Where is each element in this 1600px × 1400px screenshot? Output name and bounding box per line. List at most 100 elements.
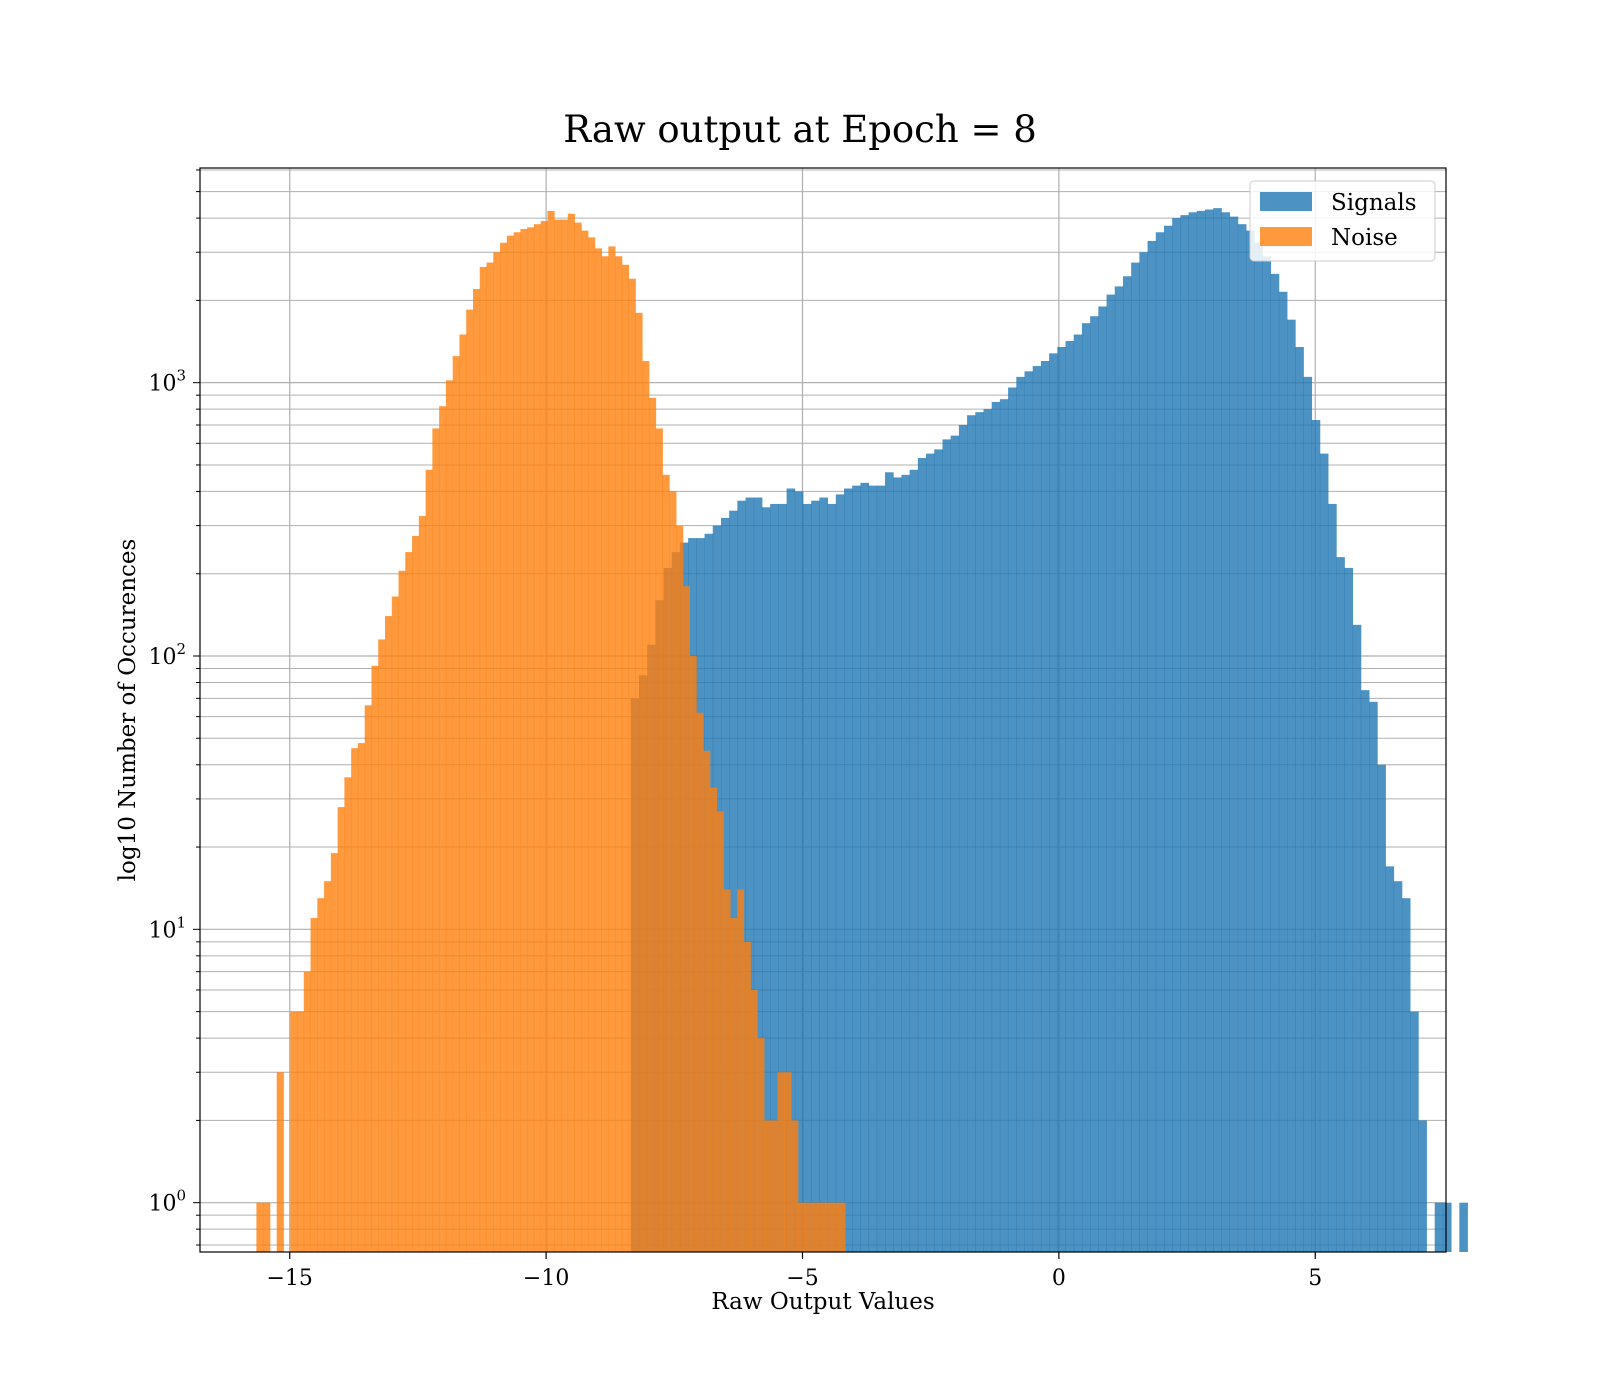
histogram-bar (500, 242, 508, 1253)
histogram-bar (844, 488, 853, 1253)
histogram-bar (818, 1202, 826, 1252)
histogram-bar (950, 435, 960, 1252)
histogram-bar (885, 472, 894, 1253)
y-tick-label: 101 (148, 913, 186, 943)
histogram-bar (1049, 353, 1058, 1252)
histogram-bar (770, 1120, 778, 1252)
histogram-bar (797, 1202, 806, 1252)
histogram-bar (364, 705, 372, 1252)
histogram-bar (445, 380, 454, 1253)
histogram-bar (794, 491, 804, 1252)
histogram-bar (472, 289, 481, 1252)
histogram-bar (1032, 366, 1042, 1252)
legend-swatch-signals (1260, 192, 1312, 211)
histogram-bar (750, 989, 758, 1252)
histogram-bar (357, 743, 366, 1252)
histogram-bar (819, 497, 829, 1252)
histogram-bar (608, 246, 616, 1253)
histogram-bar (764, 1120, 772, 1252)
histogram-bar (574, 222, 582, 1252)
histogram-bar (730, 918, 738, 1252)
histogram-bar (1442, 1202, 1452, 1252)
histogram-bar (1073, 334, 1083, 1252)
histogram-bar (1377, 764, 1386, 1252)
histogram-bar (560, 219, 569, 1252)
histogram-bar (1114, 286, 1124, 1252)
histogram-bar (824, 1202, 833, 1252)
histogram-bar (942, 439, 952, 1253)
histogram-bar (791, 1120, 799, 1252)
histogram-bar (540, 221, 548, 1252)
histogram-bar (344, 777, 352, 1252)
histogram-bar (310, 918, 318, 1252)
plot-frame (199, 167, 1447, 1253)
histogram-bar (324, 881, 332, 1252)
histogram-bar (811, 500, 820, 1252)
histogram-bar (648, 397, 657, 1253)
histogram-bar (303, 971, 311, 1252)
histogram-bar (1311, 420, 1321, 1252)
x-tick-label: −15 (267, 1266, 313, 1291)
histogram-bar (452, 356, 460, 1253)
histogram-bar (1016, 376, 1025, 1252)
histogram-bar (439, 406, 447, 1252)
histogram-bar (1098, 306, 1107, 1252)
histogram-bar (581, 230, 589, 1252)
histogram-bar (432, 428, 440, 1253)
histogram-bar (371, 665, 379, 1252)
y-tick-label: 103 (148, 367, 186, 397)
histogram-bar (999, 399, 1009, 1253)
histogram-bar (1336, 557, 1345, 1252)
histogram-bar (1459, 1202, 1468, 1252)
histogram-bar (757, 1038, 765, 1252)
histogram-bar (1410, 1011, 1419, 1252)
histogram-bar (1287, 319, 1296, 1252)
histogram-bar (1057, 347, 1066, 1253)
histogram-bar (901, 474, 911, 1253)
histogram-bar (786, 488, 796, 1253)
histogram-bar (391, 596, 399, 1252)
histogram-bar (479, 266, 487, 1252)
histogram-bar (1385, 866, 1395, 1252)
histogram-bar (567, 213, 575, 1252)
histogram-bar (533, 224, 542, 1252)
legend-swatch-noise (1260, 227, 1312, 246)
x-tick-label: 0 (1052, 1266, 1066, 1291)
histogram-bar (405, 552, 413, 1252)
histogram-bars (256, 208, 1468, 1253)
y-axis-ticks: 100 101 102 103 (148, 169, 200, 1246)
histogram-bar (804, 1202, 812, 1252)
histogram-bar (1155, 232, 1165, 1252)
histogram-bar (1328, 503, 1337, 1252)
histogram-bar (736, 889, 745, 1252)
histogram-bar (418, 516, 427, 1252)
histogram-bar (1352, 624, 1362, 1252)
histogram-bar (831, 1202, 839, 1252)
histogram-bar (926, 453, 935, 1252)
histogram-bar (554, 219, 562, 1252)
y-tick-label: 102 (148, 640, 186, 670)
histogram-bar (1246, 230, 1255, 1252)
histogram-bar (1081, 323, 1091, 1252)
histogram-bar (1196, 210, 1206, 1252)
histogram-bar (1180, 215, 1189, 1253)
histogram-bar (868, 485, 878, 1253)
histogram-bar (1065, 341, 1075, 1252)
histogram-bar (662, 474, 670, 1253)
chart-title: Raw output at Epoch = 8 (563, 108, 1037, 151)
histogram-bar (317, 898, 325, 1252)
x-tick-label: −5 (786, 1266, 818, 1291)
histogram-bar (1360, 690, 1370, 1252)
histogram-bar (256, 1202, 264, 1252)
histogram-bar (1024, 371, 1034, 1252)
histogram-bar (547, 210, 555, 1252)
y-tick-label: 100 (148, 1187, 186, 1217)
histogram-bar (1418, 1120, 1427, 1252)
histogram-bar (513, 232, 521, 1252)
histogram-bar (778, 503, 787, 1252)
histogram-bar (934, 449, 943, 1252)
histogram-bar (720, 517, 730, 1252)
x-tick-label: −10 (523, 1266, 569, 1291)
histogram-bar (330, 853, 339, 1252)
